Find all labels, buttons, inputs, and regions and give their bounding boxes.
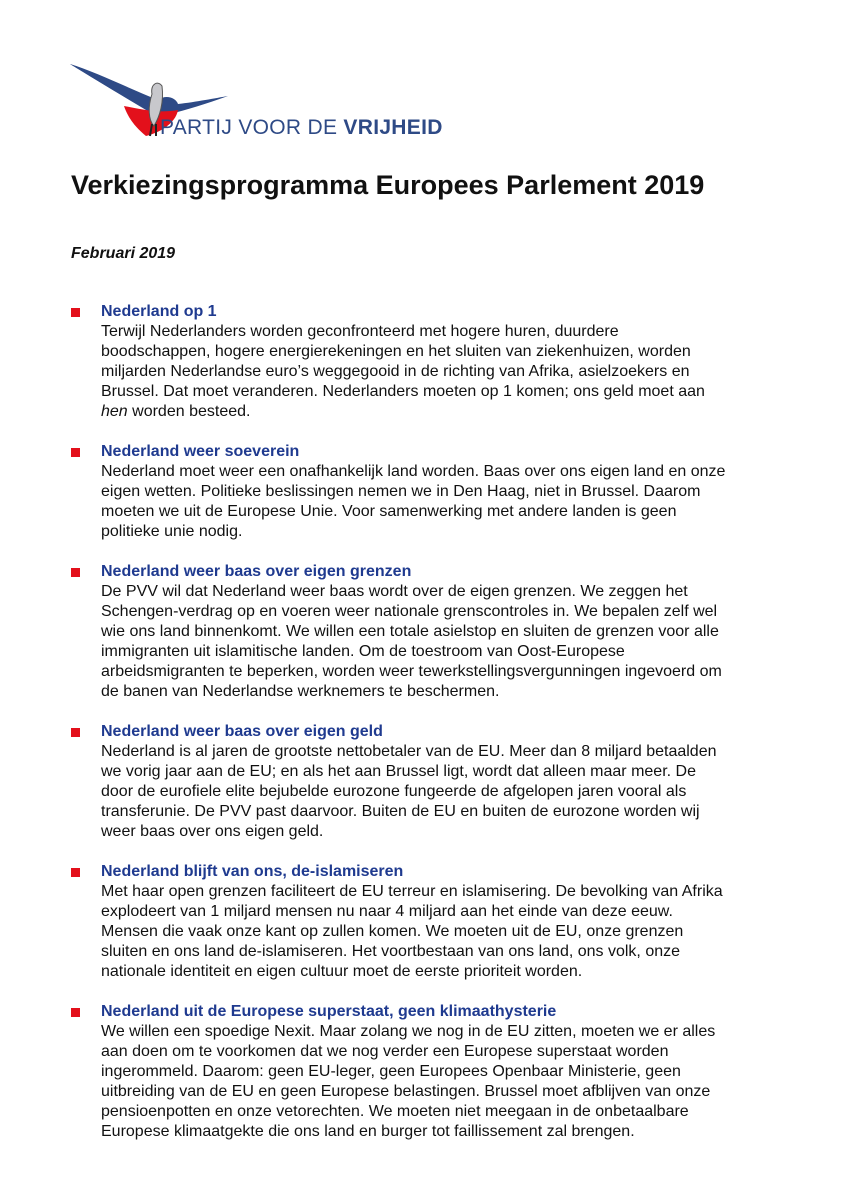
- section-1: Nederland op 1 Terwijl Nederlanders worde…: [71, 302, 821, 422]
- paragraph-line: eigen wetten. Politieke beslissingen nem…: [101, 483, 701, 500]
- bullet-square-icon: [71, 868, 80, 877]
- paragraph-line: boodschappen, hogere energierekeningen e…: [101, 343, 691, 360]
- seagull-logo-icon: [70, 64, 228, 137]
- page-title: Verkiezingsprogramma Europees Parlement …: [71, 170, 705, 200]
- paragraph-line: Europese klimaatgekte die ons land en bu…: [101, 1123, 635, 1140]
- paragraph-line: transferunie. De PVV past daarvoor. Buit…: [101, 803, 700, 820]
- bullet-square-icon: [71, 1008, 80, 1017]
- paragraph-line: immigranten uit islamitische landen. Om …: [101, 643, 625, 660]
- paragraph-line: wie ons land binnenkomt. We willen een t…: [101, 623, 719, 640]
- emphasis-text: hen: [101, 403, 128, 420]
- paragraph-line: Brussel. Dat moet veranderen. Nederlande…: [101, 383, 705, 400]
- section-2: Nederland weer soeverein Nederland moet w…: [71, 442, 821, 542]
- logo-wordmark: PARTIJ VOOR DE VRIJHEID: [160, 116, 443, 140]
- section-6: Nederland uit de Europese superstaat, ge…: [71, 1002, 821, 1142]
- paragraph-line: Terwijl Nederlanders worden geconfrontee…: [101, 323, 619, 340]
- paragraph-line: pensioenpotten en onze vetorechten. We m…: [101, 1103, 689, 1120]
- paragraph-line: sluiten en ons land de-islamiseren. Het …: [101, 943, 681, 960]
- paragraph-line: moeten we uit de Europese Unie. Voor sam…: [101, 503, 677, 520]
- paragraph-line: door de eurofiele elite bejubelde eurozo…: [101, 783, 687, 800]
- paragraph-line: miljarden Nederlandse euro’s weggegooid …: [101, 363, 690, 380]
- paragraph-line: arbeidsmigranten te beperken, worden wee…: [101, 663, 722, 680]
- bullet-square-icon: [71, 308, 80, 317]
- logo-text-regular: PARTIJ VOOR DE: [160, 116, 344, 139]
- paragraph-line: Schengen-verdrag op en voeren weer natio…: [101, 603, 718, 620]
- section-3: Nederland weer baas over eigen grenzen De…: [71, 562, 821, 702]
- paragraph-line: Mensen die vaak onze kant op zullen kome…: [101, 923, 684, 940]
- paragraph-line: aan doen om te voorkomen dat we nog verd…: [101, 1043, 669, 1060]
- paragraph-line: uitbreiding van de EU en geen Europese b…: [101, 1083, 711, 1100]
- paragraph-line: we vorig jaar aan de EU; en als het aan …: [101, 763, 696, 780]
- bullet-square-icon: [71, 728, 80, 737]
- section-heading: Nederland weer soeverein: [101, 443, 300, 460]
- document-date: Februari 2019: [71, 245, 176, 262]
- paragraph-line: Met haar open grenzen faciliteert de EU …: [101, 883, 723, 900]
- section-5: Nederland blijft van ons, de-islamiseren…: [71, 862, 821, 982]
- paragraph-line: Nederland moet weer een onafhankelijk la…: [101, 463, 726, 480]
- paragraph-line: de banen van Nederlandse werknemers te b…: [101, 683, 500, 700]
- paragraph-line: weer baas over ons eigen geld.: [101, 823, 324, 840]
- paragraph-line: Nederland is al jaren de grootste nettob…: [101, 743, 717, 760]
- program-sections: Nederland op 1 Terwijl Nederlanders worde…: [71, 302, 821, 1162]
- paragraph-text: worden besteed.: [127, 403, 251, 420]
- paragraph-line: explodeert van 1 miljard mensen nu naar …: [101, 903, 673, 920]
- section-4: Nederland weer baas over eigen geld Neder…: [71, 722, 821, 842]
- bullet-square-icon: [71, 448, 80, 457]
- paragraph-line: politieke unie nodig.: [101, 523, 243, 540]
- bullet-square-icon: [71, 568, 80, 577]
- paragraph-line: We willen een spoedige Nexit. Maar zolan…: [101, 1023, 716, 1040]
- paragraph-line: hen worden besteed.: [101, 402, 821, 422]
- paragraph-line: nationale identiteit en eigen cultuur mo…: [101, 963, 583, 980]
- section-heading: Nederland op 1: [101, 303, 217, 320]
- section-heading: Nederland weer baas over eigen geld: [101, 723, 383, 740]
- section-heading: Nederland blijft van ons, de-islamiseren: [101, 863, 404, 880]
- paragraph-line: De PVV wil dat Nederland weer baas wordt…: [101, 583, 688, 600]
- section-heading: Nederland uit de Europese superstaat, ge…: [101, 1003, 557, 1020]
- paragraph-line: ingerommeld. Daarom: geen EU-leger, geen…: [101, 1063, 681, 1080]
- section-heading: Nederland weer baas over eigen grenzen: [101, 563, 412, 580]
- logo-text-bold: VRIJHEID: [343, 116, 443, 139]
